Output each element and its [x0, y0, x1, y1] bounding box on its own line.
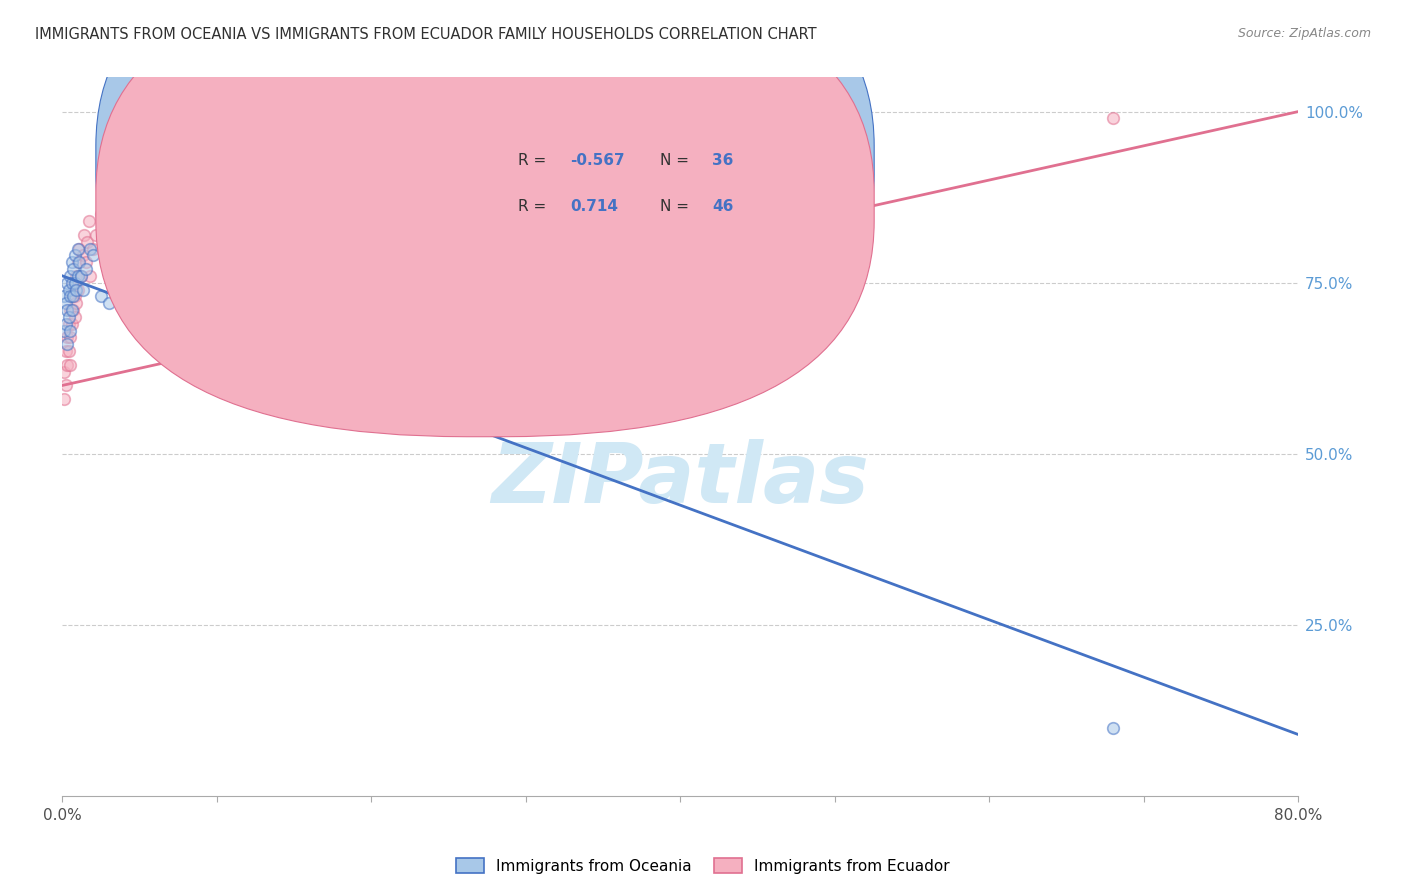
Point [63, 276, 86, 290]
Point [53, 324, 76, 338]
Point [136, 186, 159, 201]
Point [56, 303, 79, 318]
Point [55, 317, 77, 331]
Text: 36: 36 [713, 153, 734, 168]
Point [69, 242, 91, 256]
Point [58, 283, 80, 297]
Point [298, 365, 321, 379]
Point [60, 276, 83, 290]
Point [77, 214, 100, 228]
Point [62, 289, 84, 303]
Point [1101, 112, 1123, 126]
Point [198, 324, 221, 338]
Point [55, 296, 77, 310]
Point [58, 317, 80, 331]
Point [60, 303, 83, 318]
Point [59, 268, 82, 283]
Point [66, 242, 89, 256]
Point [174, 180, 197, 194]
Point [60, 255, 83, 269]
Point [90, 289, 112, 303]
Point [58, 310, 80, 324]
Point [97, 296, 120, 310]
Point [72, 283, 94, 297]
FancyBboxPatch shape [96, 0, 875, 437]
Point [112, 214, 135, 228]
Legend: Immigrants from Oceania, Immigrants from Ecuador: Immigrants from Oceania, Immigrants from… [450, 852, 956, 880]
FancyBboxPatch shape [446, 135, 815, 225]
Point [69, 255, 91, 269]
Point [66, 283, 89, 297]
Point [65, 283, 87, 297]
Point [63, 289, 86, 303]
Point [76, 235, 98, 249]
Point [65, 268, 87, 283]
Text: R =: R = [519, 199, 551, 214]
Point [63, 310, 86, 324]
Text: N =: N = [661, 199, 695, 214]
Point [79, 268, 101, 283]
Point [105, 201, 128, 215]
Point [59, 289, 82, 303]
Point [59, 324, 82, 338]
FancyBboxPatch shape [96, 0, 875, 390]
Text: -0.567: -0.567 [571, 153, 624, 168]
Point [62, 276, 84, 290]
Point [75, 262, 97, 277]
Point [75, 255, 97, 269]
Point [236, 173, 259, 187]
Point [90, 207, 112, 221]
Point [63, 248, 86, 262]
Point [205, 186, 228, 201]
Point [56, 276, 79, 290]
Point [56, 330, 79, 344]
Point [72, 248, 94, 262]
Point [59, 330, 82, 344]
Point [53, 289, 76, 303]
Point [82, 242, 104, 256]
Point [60, 317, 83, 331]
Point [128, 207, 150, 221]
Point [86, 227, 108, 242]
Point [82, 248, 104, 262]
Point [79, 242, 101, 256]
Point [56, 358, 79, 372]
Point [62, 262, 84, 277]
Point [58, 344, 80, 359]
Point [143, 221, 166, 235]
Point [59, 358, 82, 372]
Point [94, 227, 117, 242]
Text: 0.714: 0.714 [571, 199, 619, 214]
Point [159, 194, 181, 208]
Point [190, 201, 212, 215]
Point [97, 221, 120, 235]
Point [66, 268, 89, 283]
Text: Source: ZipAtlas.com: Source: ZipAtlas.com [1237, 27, 1371, 40]
Point [70, 268, 93, 283]
Point [121, 194, 143, 208]
Point [53, 365, 76, 379]
Point [55, 344, 77, 359]
Text: IMMIGRANTS FROM OCEANIA VS IMMIGRANTS FROM ECUADOR FAMILY HOUSEHOLDS CORRELATION: IMMIGRANTS FROM OCEANIA VS IMMIGRANTS FR… [35, 27, 817, 42]
Point [66, 255, 89, 269]
Text: 46: 46 [713, 199, 734, 214]
Point [65, 296, 87, 310]
Point [1101, 721, 1123, 735]
Point [73, 227, 96, 242]
Text: R =: R = [519, 153, 551, 168]
Text: N =: N = [661, 153, 695, 168]
Point [56, 337, 79, 351]
Point [55, 378, 77, 392]
Point [53, 392, 76, 406]
Point [62, 303, 84, 318]
Point [59, 303, 82, 318]
Point [70, 268, 93, 283]
Text: ZIPatlas: ZIPatlas [491, 440, 869, 520]
Point [60, 289, 83, 303]
